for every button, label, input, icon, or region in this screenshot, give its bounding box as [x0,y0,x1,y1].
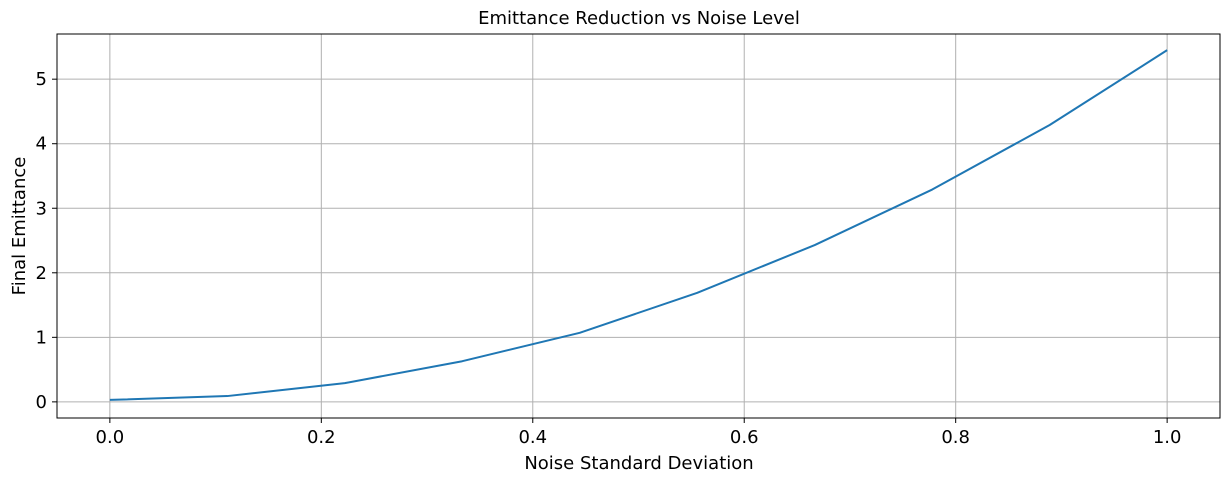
y-tick-label: 1 [36,327,47,348]
y-tick-label: 4 [36,134,47,155]
chart-title: Emittance Reduction vs Noise Level [478,8,800,29]
x-tick-label: 0.8 [941,427,970,448]
x-tick-label: 0.4 [518,427,547,448]
y-axis-label: Final Emittance [9,157,30,296]
x-tick-label: 0.0 [96,427,125,448]
grid-lines [57,34,1220,418]
x-axis-label: Noise Standard Deviation [524,453,753,474]
series-line [109,49,1168,401]
x-tick-label: 0.2 [307,427,336,448]
x-tick-label: 0.6 [730,427,759,448]
x-tick-label: 1.0 [1153,427,1182,448]
y-tick-label: 0 [36,392,47,413]
series-layer [109,49,1168,401]
axis-ticks: 0.0 0.2 0.4 0.6 0.8 1.0 0 1 2 3 4 5 [36,69,1182,448]
plot-frame [56,33,1221,419]
y-tick-label: 3 [36,198,47,219]
y-tick-label: 5 [36,69,47,90]
y-tick-label: 2 [36,263,47,284]
